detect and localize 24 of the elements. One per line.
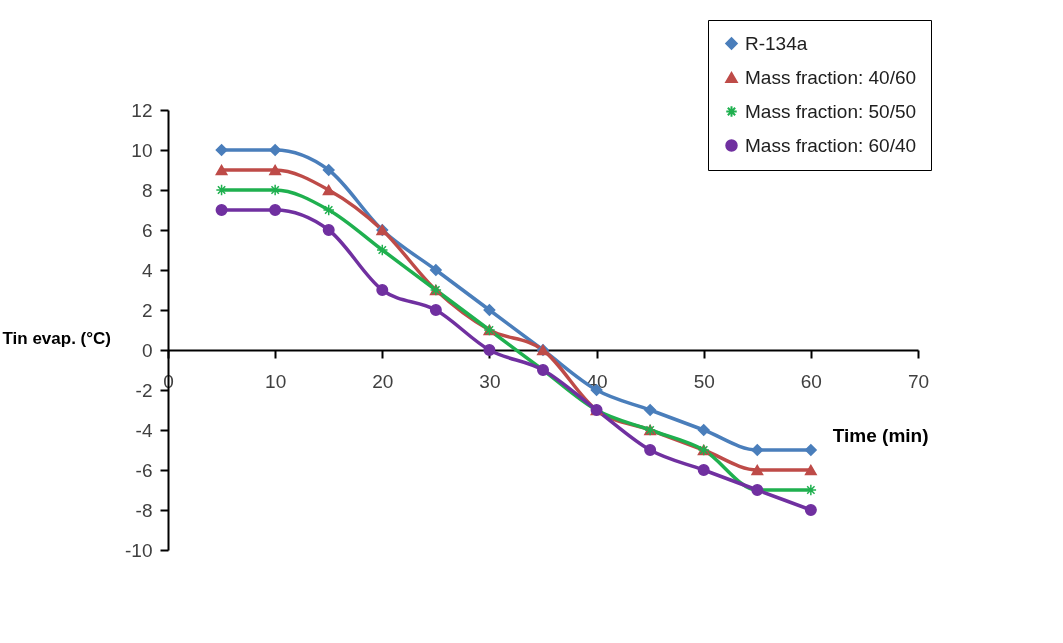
y-tick-label: 2 xyxy=(141,299,153,321)
x-tick-label: 50 xyxy=(693,370,715,392)
y-tick-label: 8 xyxy=(141,179,153,201)
y-tick-label: -6 xyxy=(135,459,153,481)
x-tick-label: 30 xyxy=(479,370,501,392)
y-tick-label: -4 xyxy=(135,419,153,441)
y-tick-label: 0 xyxy=(141,339,153,361)
y-tick-label: 12 xyxy=(131,99,153,121)
x-tick-label: 70 xyxy=(907,370,930,392)
y-tick-label: -2 xyxy=(135,379,153,401)
legend-label: Mass fraction: 50/50 xyxy=(745,100,917,122)
y-tick-label: 6 xyxy=(141,219,153,241)
x-axis-title: Time (min) xyxy=(832,424,929,446)
legend-label: R-134a xyxy=(745,32,808,54)
x-tick-label: 60 xyxy=(800,370,822,392)
y-axis-title: Tin evap. (°C) xyxy=(2,328,111,348)
y-tick-label: 10 xyxy=(131,139,153,161)
y-tick-label: -8 xyxy=(135,499,153,521)
x-tick-label: 20 xyxy=(372,370,394,392)
y-tick-label: -10 xyxy=(125,539,153,561)
x-tick-label: 10 xyxy=(265,370,287,392)
y-tick-label: 4 xyxy=(141,259,153,281)
legend-label: Mass fraction: 60/40 xyxy=(745,134,917,156)
legend-label: Mass fraction: 40/60 xyxy=(745,66,917,88)
